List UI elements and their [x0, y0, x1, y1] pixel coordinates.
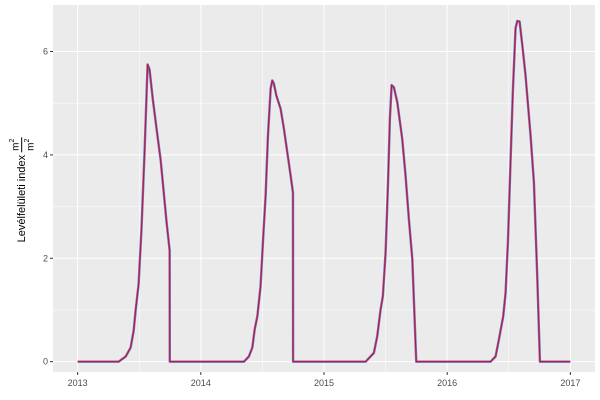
x-tick-label: 2017: [560, 378, 580, 388]
y-axis-label: Levélfelületi index: [16, 154, 28, 243]
x-tick-label: 2015: [314, 378, 334, 388]
unit-denominator: m: [25, 142, 37, 151]
x-tick-label: 2014: [191, 378, 211, 388]
y-axis-title: Levélfelületi index m2 m2: [7, 137, 37, 243]
y-axis-unit: m2 m2: [7, 137, 37, 152]
x-tick-label: 2013: [68, 378, 88, 388]
unit-exponent: 2: [9, 138, 17, 143]
y-tick-label: 2: [43, 253, 48, 263]
y-tick-label: 4: [43, 150, 48, 160]
y-tick-label: 0: [43, 357, 48, 367]
unit-numerator: m: [10, 142, 22, 151]
y-tick-label: 6: [43, 47, 48, 57]
x-tick-label: 2016: [437, 378, 457, 388]
unit-exponent: 2: [24, 138, 32, 143]
series-line-red: [77, 20, 571, 363]
